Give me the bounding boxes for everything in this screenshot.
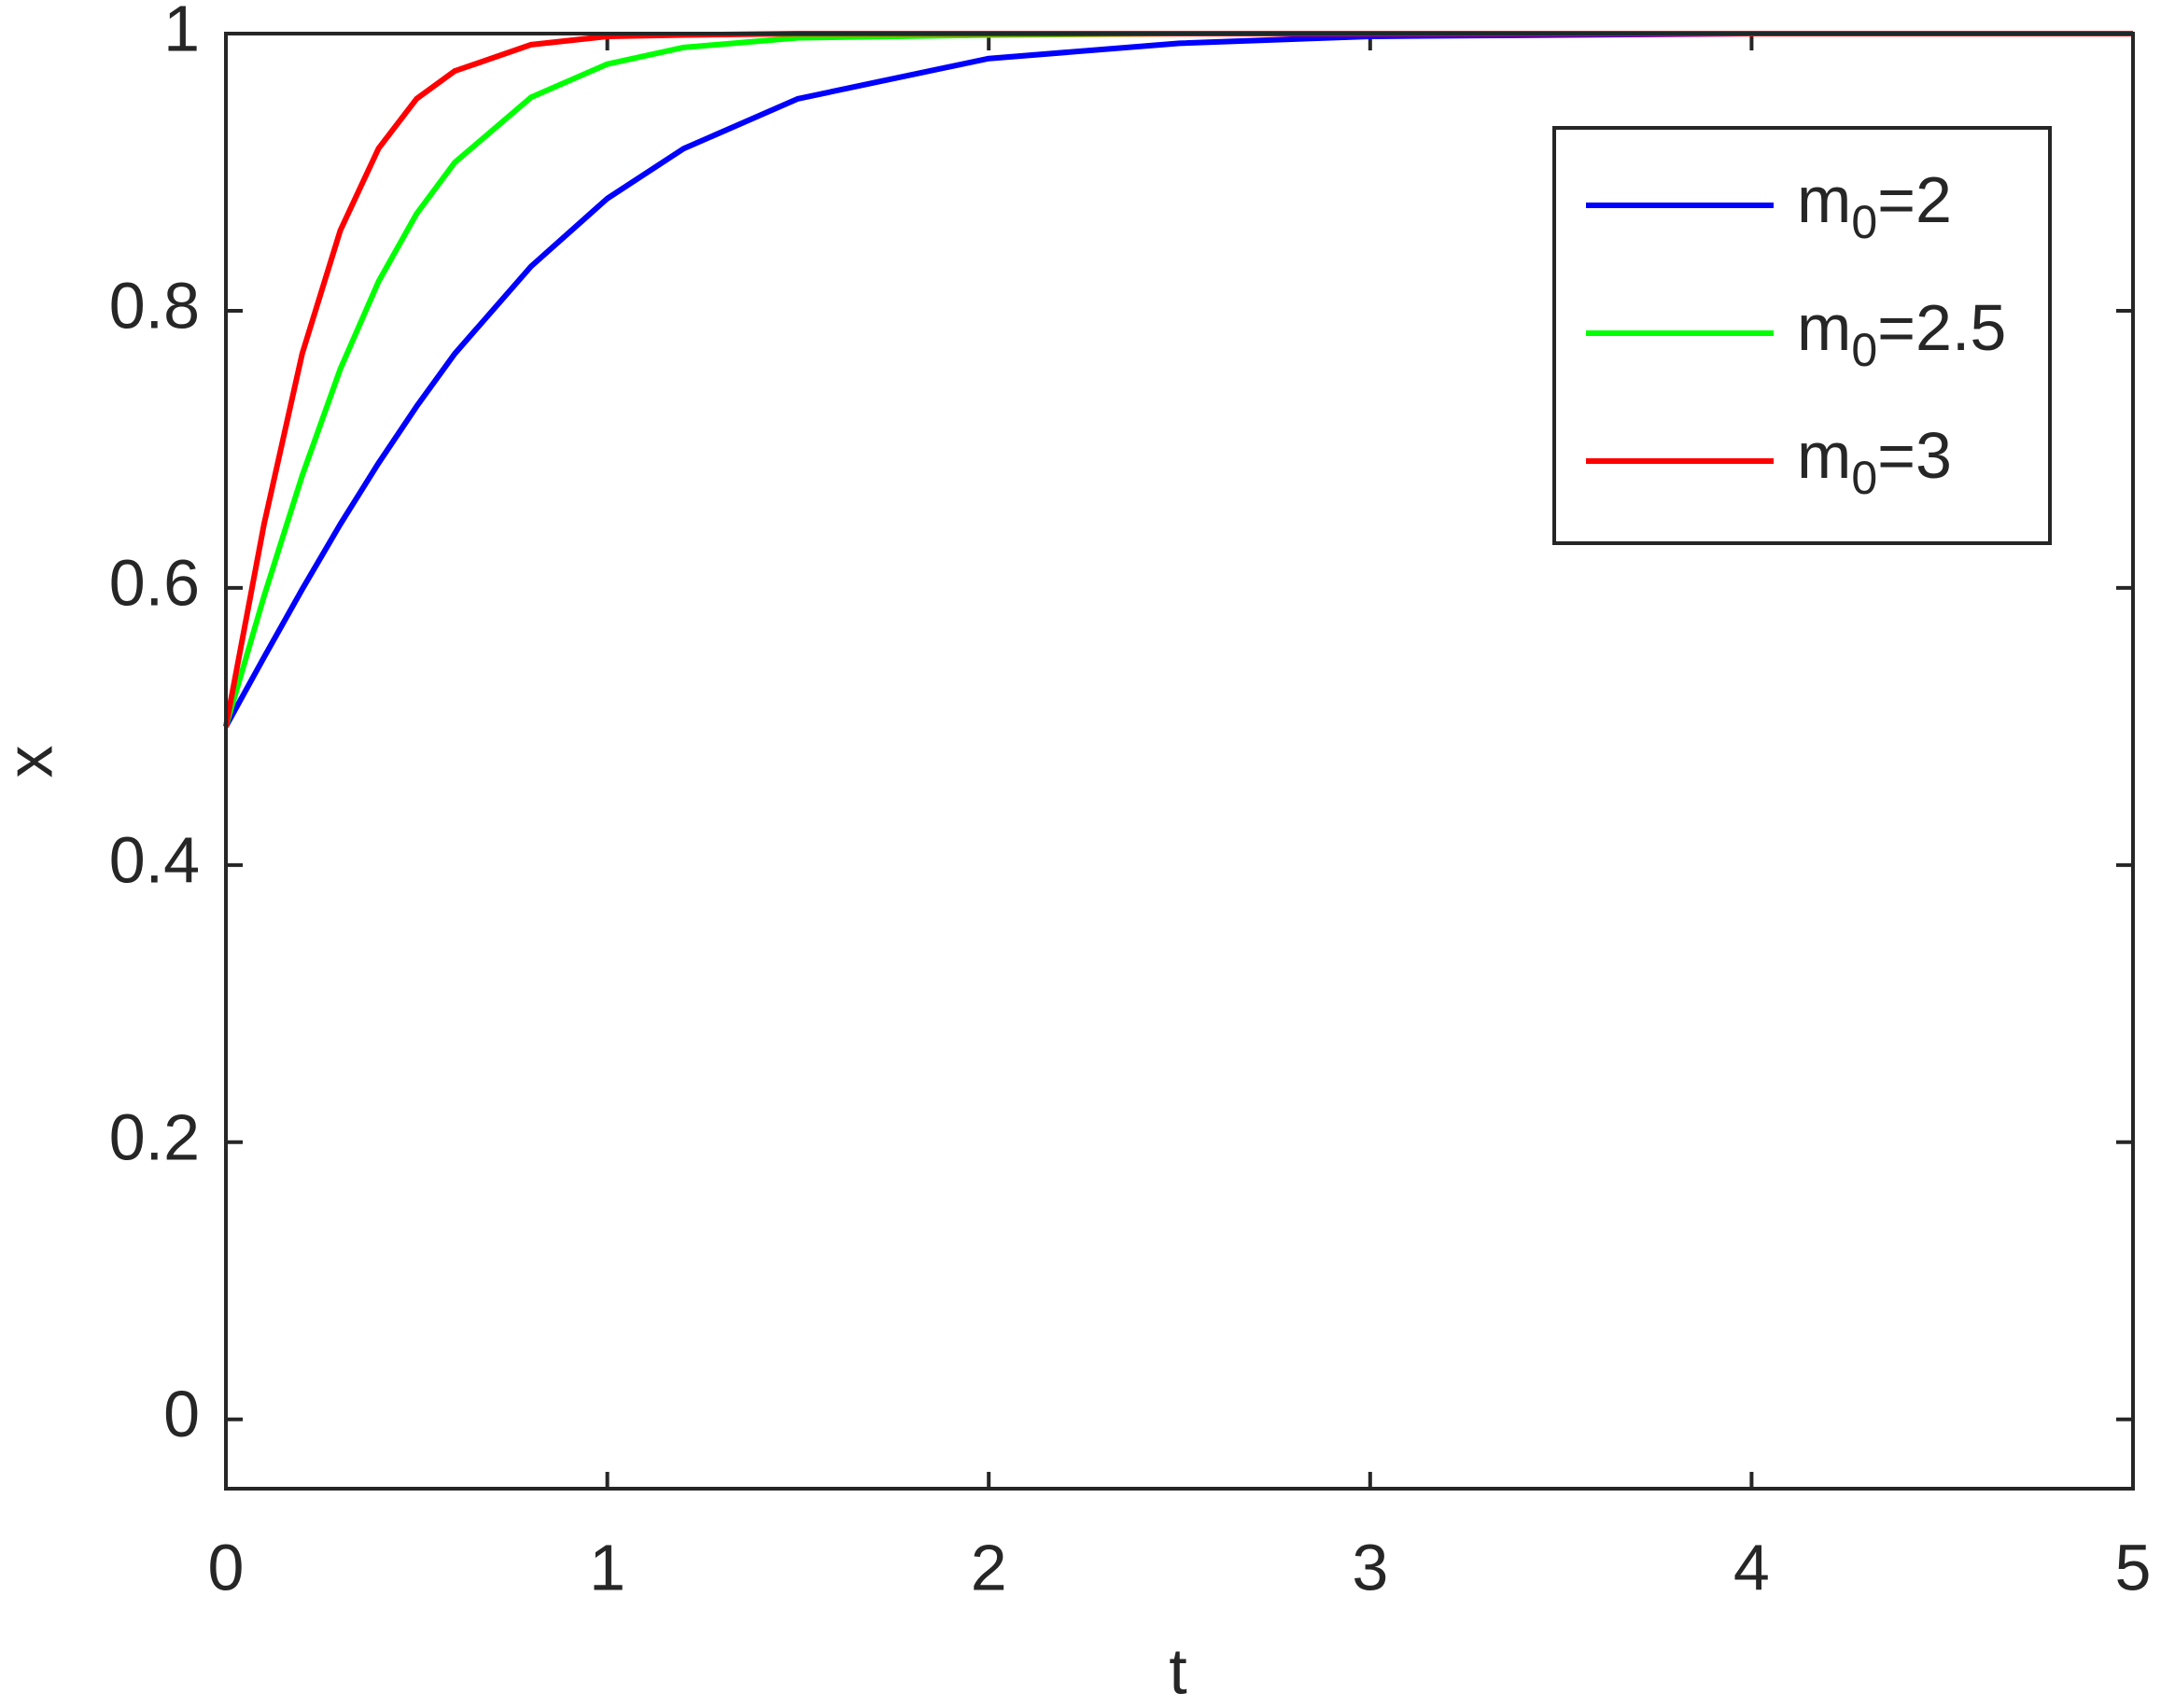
y-tick-label: 0: [163, 1378, 200, 1450]
x-tick-label: 2: [971, 1531, 1007, 1603]
legend-label: m0=2: [1797, 163, 1952, 248]
y-tick-label: 0.2: [109, 1100, 200, 1173]
x-tick-label: 5: [2115, 1531, 2152, 1603]
y-tick-label: 0.4: [109, 823, 200, 896]
x-tick-label: 1: [589, 1531, 625, 1603]
line-series: [223, 31, 2133, 728]
x-axis-label: t: [1169, 1634, 1186, 1707]
x-tick-label: 4: [1733, 1531, 1770, 1603]
y-axis-label: x: [0, 746, 65, 778]
legend-label: m0=3: [1797, 419, 1952, 504]
y-tick-label: 0.6: [109, 546, 200, 619]
y-tick-label: 1: [163, 0, 200, 64]
plot-frame: [224, 32, 2135, 1491]
legend-label: m0=2.5: [1797, 291, 2006, 376]
x-tick-label: 3: [1352, 1531, 1388, 1603]
x-tick-label: 0: [208, 1531, 245, 1603]
y-tick-label: 0.8: [109, 269, 200, 342]
